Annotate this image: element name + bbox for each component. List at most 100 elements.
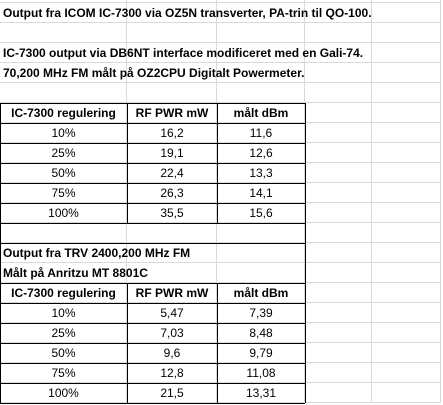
grid-cell <box>127 303 217 323</box>
table-cell: 50% <box>51 166 76 180</box>
grid-cell <box>305 363 372 383</box>
table-cell: 100% <box>48 206 79 220</box>
table-cell: 12,6 <box>249 146 273 160</box>
table-cell: 9,79 <box>249 346 273 360</box>
table-cell: 5,47 <box>160 306 184 320</box>
grid-cell <box>217 243 305 263</box>
grid-cell <box>372 163 441 183</box>
grid-cell <box>372 263 441 283</box>
grid-cell <box>217 23 305 43</box>
grid-cell <box>372 63 441 83</box>
table-cell: 13,31 <box>245 386 277 400</box>
grid-cell <box>127 83 217 103</box>
grid-cell <box>127 223 217 243</box>
grid-cell <box>217 363 305 383</box>
grid-cell <box>372 0 441 3</box>
column-header: målt dBm <box>233 106 289 120</box>
table-border <box>0 123 305 124</box>
table-border <box>0 343 305 344</box>
grid-cell <box>217 223 305 243</box>
grid-cell <box>127 263 217 283</box>
grid-cell <box>127 0 217 3</box>
table-border <box>0 303 305 304</box>
grid-cell <box>305 203 372 223</box>
table-border <box>305 103 306 223</box>
grid-cell <box>305 103 372 123</box>
table-cell: 10% <box>51 306 76 320</box>
grid-cell <box>372 323 441 343</box>
grid-cell <box>0 3 127 23</box>
grid-cell <box>217 3 305 23</box>
grid-cell <box>372 383 441 403</box>
grid-cell <box>127 203 217 223</box>
table-cell: 26,3 <box>160 186 184 200</box>
column-header: målt dBm <box>233 286 289 300</box>
table-border <box>0 363 305 364</box>
grid-cell <box>0 143 127 163</box>
sheet-title: Output fra ICOM IC-7300 via OZ5N transve… <box>3 6 372 20</box>
grid-cell <box>127 23 217 43</box>
grid-cell <box>305 183 372 203</box>
grid-cell <box>0 303 127 323</box>
column-header: RF PWR mW <box>135 106 209 120</box>
grid-cell <box>127 363 217 383</box>
grid-cell <box>217 203 305 223</box>
grid-cell <box>217 383 305 403</box>
table-cell: 14,1 <box>249 186 273 200</box>
table-border <box>0 243 305 244</box>
grid-cell <box>0 343 127 363</box>
grid-cell <box>372 23 441 43</box>
table-cell: 11,08 <box>246 366 276 380</box>
grid-cell <box>127 103 217 123</box>
grid-cell <box>372 363 441 383</box>
table-border <box>0 143 305 144</box>
table-border <box>0 403 305 404</box>
grid-cell <box>127 63 217 83</box>
grid-cell <box>305 323 372 343</box>
table-cell: 75% <box>51 186 76 200</box>
grid-cell <box>217 303 305 323</box>
grid-cell <box>127 343 217 363</box>
table-cell: 16,2 <box>160 126 184 140</box>
table-cell: 21,5 <box>160 386 184 400</box>
table-cell: 100% <box>48 386 79 400</box>
grid-cell <box>372 223 441 243</box>
table-border <box>0 283 1 403</box>
grid-cell <box>305 23 372 43</box>
section-note: Målt på Anritzu MT 8801C <box>3 266 148 280</box>
grid-cell <box>127 163 217 183</box>
table-cell: 15,6 <box>249 206 273 220</box>
grid-cell <box>0 183 127 203</box>
table-cell: 13,3 <box>249 166 273 180</box>
grid-cell <box>0 63 127 83</box>
grid-cell <box>305 83 372 103</box>
grid-cell <box>305 283 372 303</box>
grid-cell <box>0 43 127 63</box>
grid-cell <box>372 303 441 323</box>
grid-cell <box>217 343 305 363</box>
grid-cell <box>372 343 441 363</box>
table-border <box>0 163 305 164</box>
column-header: IC-7300 regulering <box>11 286 116 300</box>
grid-cell <box>127 283 217 303</box>
grid-cell <box>305 223 372 243</box>
grid-cell <box>217 143 305 163</box>
table-cell: 11,6 <box>249 126 273 140</box>
table-border <box>0 283 305 284</box>
grid-cell <box>127 123 217 143</box>
grid-cell <box>305 63 372 83</box>
grid-cell <box>0 383 127 403</box>
grid-cell <box>127 383 217 403</box>
grid-cell <box>217 103 305 123</box>
grid-cell <box>0 363 127 383</box>
table-cell: 10% <box>51 126 76 140</box>
table-border <box>127 103 128 223</box>
grid-cell <box>217 183 305 203</box>
grid-cell <box>372 103 441 123</box>
grid-cell <box>217 323 305 343</box>
grid-cell <box>217 83 305 103</box>
grid-cell <box>0 83 127 103</box>
grid-cell <box>305 143 372 163</box>
table-cell: 7,39 <box>249 306 273 320</box>
grid-cell <box>305 123 372 143</box>
